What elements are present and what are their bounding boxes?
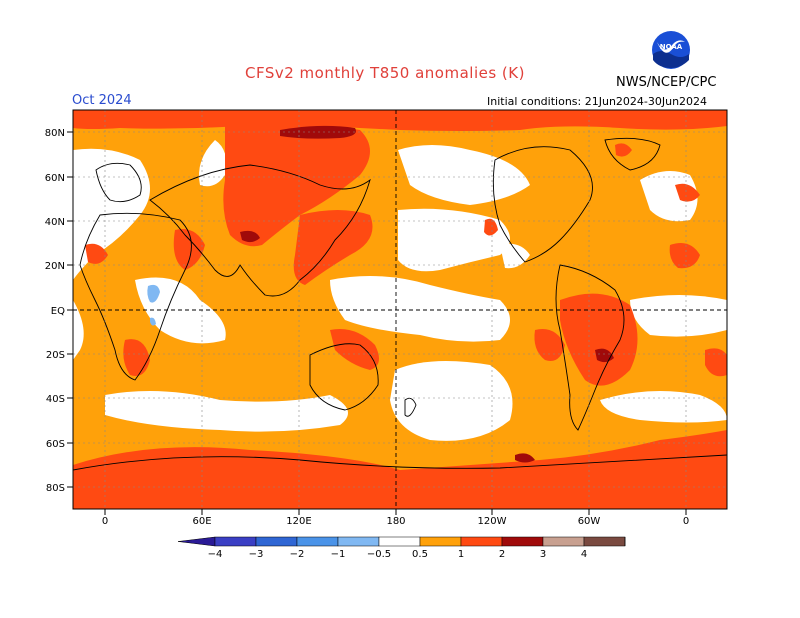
lat-label: 40S bbox=[46, 394, 65, 405]
lon-label: 0 bbox=[102, 516, 108, 527]
color-bar-label: 0.5 bbox=[412, 549, 428, 560]
color-bar-label: −2 bbox=[290, 549, 305, 560]
color-bar-segment bbox=[255, 536, 298, 547]
lon-label: 60E bbox=[192, 516, 211, 527]
lon-label: 60W bbox=[578, 516, 601, 527]
lat-label: 80S bbox=[46, 483, 65, 494]
color-bar-label: −3 bbox=[249, 549, 264, 560]
color-bar-label: −0.5 bbox=[367, 549, 391, 560]
lat-label: 20N bbox=[45, 261, 65, 272]
lon-label: 120W bbox=[478, 516, 507, 527]
agency-label: NWS/NCEP/CPC bbox=[616, 75, 717, 90]
color-bar-segment bbox=[378, 536, 421, 547]
logo-text: NOAA bbox=[660, 43, 683, 51]
lat-label: 40N bbox=[45, 217, 65, 228]
reference-lines bbox=[73, 110, 727, 509]
color-bar-label: −1 bbox=[331, 549, 346, 560]
color-bar-segment bbox=[214, 536, 257, 547]
longitude-axis: 0 60E 120E 180 120W 60W 0 bbox=[102, 509, 689, 527]
initial-conditions: Initial conditions: 21Jun2024-30Jun2024 bbox=[487, 95, 708, 108]
color-bar-label: 2 bbox=[499, 549, 505, 560]
coastlines bbox=[73, 137, 727, 471]
warm-anomaly-regions bbox=[73, 110, 727, 509]
color-bar-segment bbox=[419, 536, 462, 547]
forecast-month: Oct 2024 bbox=[72, 93, 132, 108]
color-bar-label: 1 bbox=[458, 549, 464, 560]
latitude-axis: 80N 60N 40N 20N EQ 20S 40S 60S 80S bbox=[45, 128, 73, 494]
lat-label: 60N bbox=[45, 173, 65, 184]
color-bar-segment bbox=[542, 536, 585, 547]
lat-label: 60S bbox=[46, 439, 65, 450]
noaa-logo: NOAA bbox=[652, 31, 690, 69]
anomaly-field bbox=[73, 110, 727, 509]
map-title: CFSv2 monthly T850 anomalies (K) bbox=[245, 64, 525, 82]
lat-label: EQ bbox=[51, 306, 65, 317]
color-bar-label: 3 bbox=[540, 549, 546, 560]
color-bar-label: −4 bbox=[208, 549, 223, 560]
color-bar-segment bbox=[296, 536, 339, 547]
color-bar-segment bbox=[501, 536, 544, 547]
color-bar-segment bbox=[460, 536, 503, 547]
lon-label: 120E bbox=[286, 516, 311, 527]
lon-label: 180 bbox=[386, 516, 405, 527]
lat-label: 80N bbox=[45, 128, 65, 139]
color-bar: −4 −3 −2 −1 −0.5 0.5 1 2 3 4 bbox=[177, 536, 626, 560]
cool-anomaly-region bbox=[147, 284, 160, 303]
lat-label: 20S bbox=[46, 350, 65, 361]
color-bar-segment bbox=[337, 536, 380, 547]
graticule bbox=[73, 110, 727, 509]
lon-label: 0 bbox=[683, 516, 689, 527]
color-bar-label: 4 bbox=[581, 549, 587, 560]
color-bar-arrow-low bbox=[177, 536, 216, 547]
color-bar-segment bbox=[583, 536, 626, 547]
